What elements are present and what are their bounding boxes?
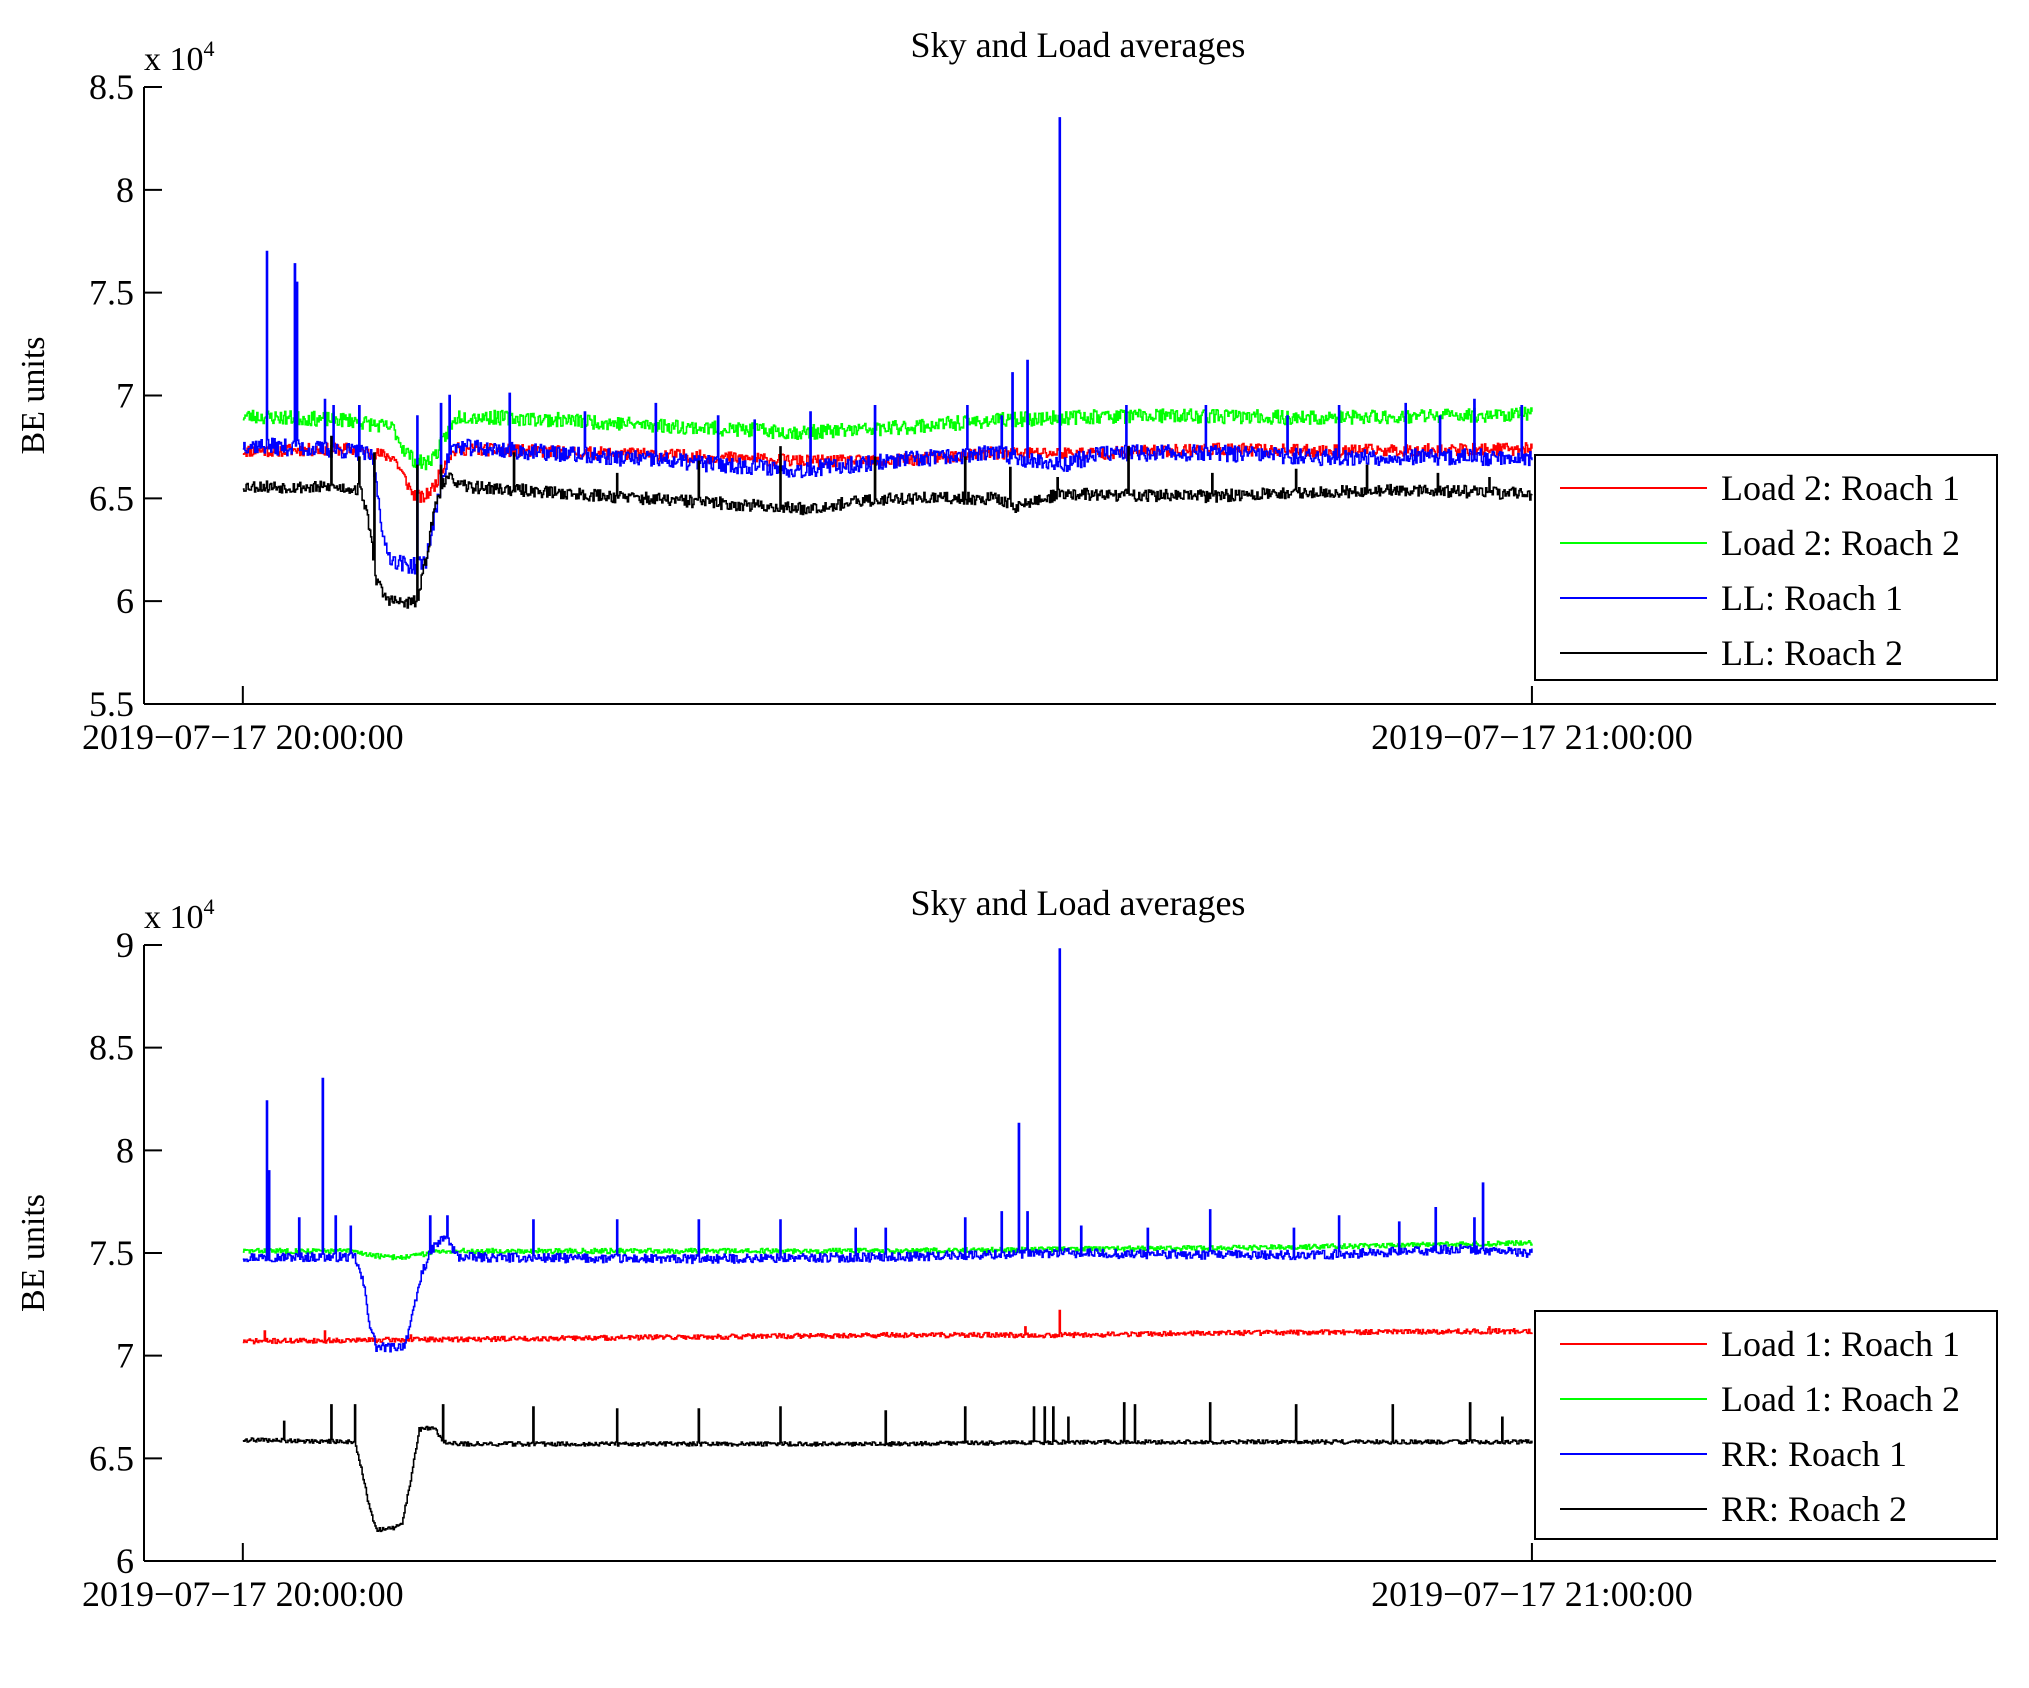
legend-box bbox=[1534, 1310, 1998, 1540]
y-multiplier-label: x 104 bbox=[144, 36, 215, 78]
y-tick-label: 7 bbox=[116, 376, 134, 416]
legend-entry-label: RR: Roach 1 bbox=[1721, 1434, 1907, 1474]
series-line bbox=[242, 1309, 1533, 1345]
legend-entry-label: RR: Roach 2 bbox=[1721, 1489, 1907, 1529]
series-group bbox=[242, 117, 1533, 609]
series-line bbox=[242, 406, 1533, 471]
legend-entry-label: Load 2: Roach 2 bbox=[1721, 523, 1960, 563]
series-group bbox=[242, 948, 1533, 1533]
y-tick-label: 8.5 bbox=[89, 67, 134, 107]
y-tick-label: 8 bbox=[116, 1130, 134, 1170]
chart-panel-top: Sky and Load averages x 104 BE units 5.5 6 6.… bbox=[15, 25, 1998, 757]
series-line bbox=[242, 435, 1533, 609]
x-tick-label: 2019−07−17 21:00:00 bbox=[1371, 1574, 1693, 1614]
chart-title: Sky and Load averages bbox=[911, 883, 1246, 923]
y-multiplier-exponent: 4 bbox=[204, 894, 215, 919]
y-tick-label: 7.5 bbox=[89, 1233, 134, 1273]
y-multiplier-exponent: 4 bbox=[204, 36, 215, 61]
y-tick-label: 6.5 bbox=[89, 1438, 134, 1478]
legend-entry-label: Load 1: Roach 1 bbox=[1721, 1324, 1960, 1364]
y-multiplier-label: x 104 bbox=[144, 894, 215, 936]
y-axis-label: BE units bbox=[15, 1194, 52, 1312]
series-line bbox=[242, 948, 1533, 1353]
legend-entry-label: LL: Roach 1 bbox=[1721, 578, 1903, 618]
legend: Load 2: Roach 1 Load 2: Roach 2 LL: Roach … bbox=[1534, 454, 1998, 681]
y-tick-label: 9 bbox=[116, 925, 134, 965]
x-tick-label: 2019−07−17 20:00:00 bbox=[82, 1574, 404, 1614]
chart-panel-bottom: Sky and Load averages x 104 BE units 6 6.5 7 7… bbox=[15, 883, 1998, 1614]
legend-entry-label: Load 2: Roach 1 bbox=[1721, 468, 1960, 508]
y-axis-label: BE units bbox=[15, 336, 52, 454]
y-tick-label: 6 bbox=[116, 581, 134, 621]
legend-entry-label: LL: Roach 2 bbox=[1721, 633, 1903, 673]
y-multiplier-base: x 10 bbox=[144, 899, 204, 936]
chart-title: Sky and Load averages bbox=[911, 25, 1246, 65]
series-line bbox=[242, 117, 1533, 575]
y-multiplier-base: x 10 bbox=[144, 41, 204, 78]
y-tick-label: 8.5 bbox=[89, 1028, 134, 1068]
legend-box bbox=[1534, 454, 1998, 681]
x-tick-label: 2019−07−17 21:00:00 bbox=[1371, 717, 1693, 757]
y-tick-label: 7 bbox=[116, 1336, 134, 1376]
y-tick-label: 6.5 bbox=[89, 478, 134, 518]
y-tick-label: 8 bbox=[116, 170, 134, 210]
y-tick-label: 5.5 bbox=[89, 684, 134, 724]
y-tick-label: 7.5 bbox=[89, 273, 134, 313]
series-line bbox=[242, 1402, 1533, 1533]
y-tick-label: 6 bbox=[116, 1541, 134, 1581]
legend-entry-label: Load 1: Roach 2 bbox=[1721, 1379, 1960, 1419]
x-tick-label: 2019−07−17 20:00:00 bbox=[82, 717, 404, 757]
legend: Load 1: Roach 1 Load 1: Roach 2 RR: Roach … bbox=[1534, 1310, 1998, 1540]
